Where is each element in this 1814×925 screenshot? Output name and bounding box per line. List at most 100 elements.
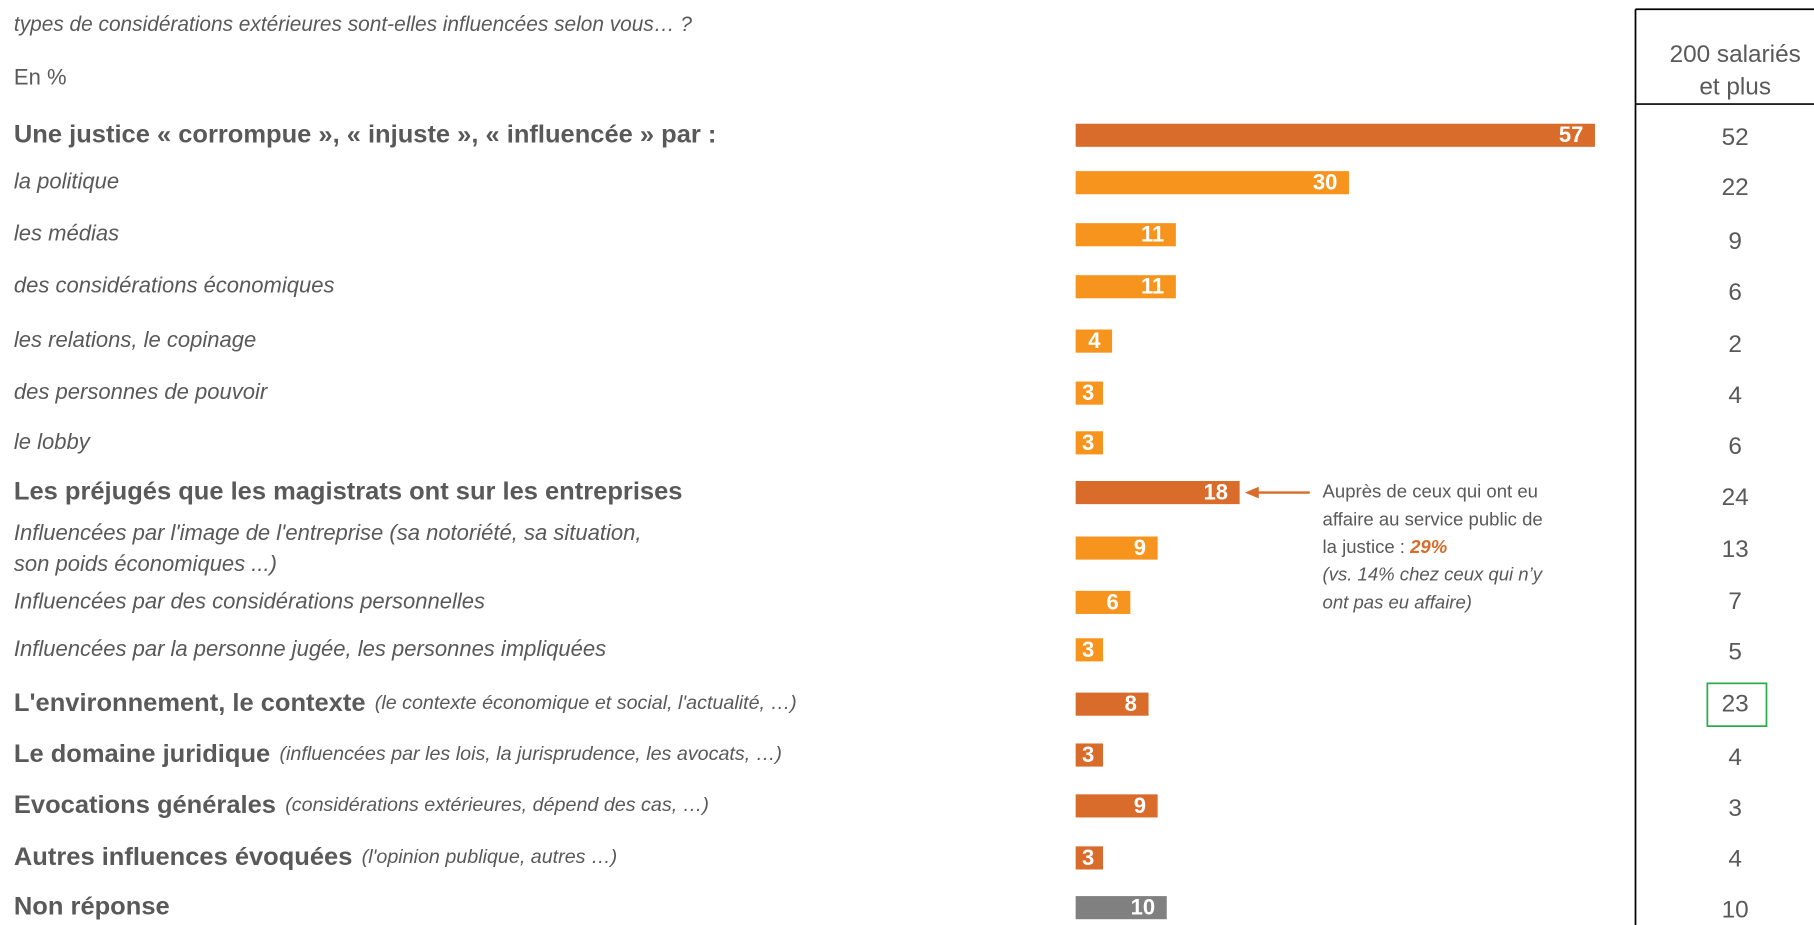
bar-value-label: 3 [1082,845,1094,870]
bar [1075,171,1349,195]
annotation-arrowhead [1244,486,1259,499]
column-value: 4 [1728,846,1742,873]
annotation-line: affaire au service public de [1323,508,1543,529]
unit-label: En % [14,64,67,89]
category-label: son poids économiques ...) [14,551,277,576]
annotation-text: Auprès de ceux qui ont eu [1323,480,1538,501]
bar-value-label: 9 [1134,535,1146,560]
category-name: Le domaine juridique [14,740,270,768]
bar [1075,846,1103,870]
column-value: 13 [1722,536,1749,563]
bar [1075,329,1113,353]
category-label: le lobby [14,429,92,454]
bar [1075,223,1176,247]
bar-value-label: 11 [1141,274,1164,299]
bar-value-label: 18 [1204,480,1228,505]
category-name: Evocations générales [14,791,276,819]
category-label: des considérations économiques [14,273,335,298]
bar [1075,638,1103,662]
category-label: Influencées par des considérations perso… [14,588,485,613]
category-name: des personnes de pouvoir [14,379,269,404]
column-value: 4 [1728,382,1742,409]
bar-value-label: 4 [1088,328,1101,353]
column-value: 10 [1722,897,1749,924]
bar-value-label: 6 [1106,589,1118,614]
column-value: 24 [1722,484,1749,511]
annotation-line: Auprès de ceux qui ont eu [1323,480,1538,501]
category-note: (le contexte économique et social, l'act… [375,692,797,714]
column-header: 200 salariés [1670,41,1801,68]
category-label: L'environnement, le contexte (le contexte… [14,689,797,717]
column-value: 6 [1728,279,1742,306]
bar [1075,381,1103,405]
column-value: 7 [1728,588,1742,615]
column-value: 4 [1728,744,1742,771]
category-name: Les préjugés que les magistrats ont sur … [14,477,683,505]
annotation-note: ont pas eu affaire) [1323,591,1472,612]
category-name: Influencées par la personne jugée, les p… [14,636,606,661]
annotation-text: la justice : [1323,536,1411,557]
category-label: Non réponse [14,892,170,920]
subtitle: types de considérations extérieures sont… [14,13,693,36]
bar [1075,431,1103,455]
bar-value-label: 57 [1559,122,1583,147]
category-label: Les préjugés que les magistrats ont sur … [14,477,683,505]
column-value: 52 [1722,124,1749,151]
annotation-line: la justice : 29% [1323,536,1448,557]
bar-value-label: 11 [1141,222,1164,247]
bar [1075,590,1131,614]
category-note: (considérations extérieures, dépend des … [285,794,709,816]
category-note: (influencées par les lois, la jurisprude… [279,743,781,765]
category-name: Influencées par des considérations perso… [14,588,485,613]
bar [1075,536,1158,560]
column-value: 6 [1728,433,1742,460]
annotation-note: (vs. 14% chez ceux qui n’y [1323,564,1544,585]
category-name: L'environnement, le contexte [14,689,366,717]
bar [1075,794,1158,818]
category-name: les relations, le copinage [14,327,256,352]
annotation-highlight: 29% [1409,536,1447,557]
category-name: Non réponse [14,892,170,920]
column-value: 22 [1722,174,1749,201]
bar-value-label: 10 [1131,895,1155,920]
category-label: Influencées par la personne jugée, les p… [14,636,606,661]
bar [1075,123,1595,147]
column-value: 2 [1728,331,1742,358]
column-value: 3 [1728,795,1742,822]
category-label: la politique [14,169,119,194]
bar-value-label: 3 [1082,380,1094,405]
category-name: des considérations économiques [14,273,335,298]
bar [1075,896,1167,920]
column-header: et plus [1699,73,1771,100]
bar-value-label: 9 [1134,793,1146,818]
category-name: Une justice « corrompue », « injuste », … [14,120,716,148]
category-label: Evocations générales (considérations exté… [14,791,709,819]
bar-value-label: 3 [1082,742,1094,767]
bar [1075,481,1240,505]
category-name: le lobby [14,429,92,454]
bar-value-label: 30 [1313,170,1337,195]
category-note: (l'opinion publique, autres …) [362,846,618,868]
category-label: des personnes de pouvoir [14,379,269,404]
bar-value-label: 3 [1082,637,1094,662]
bar [1075,275,1176,299]
column-value: 9 [1728,228,1742,255]
category-label: les relations, le copinage [14,327,256,352]
category-label: Le domaine juridique (influencées par les… [14,740,782,768]
category-name: les médias [14,221,119,246]
annotation-text: affaire au service public de [1323,508,1543,529]
category-label: Influencées par l'image de l'entreprise … [14,520,642,545]
column-value: 23 [1722,691,1749,718]
column-highlight [1706,682,1768,727]
category-name: la politique [14,169,119,194]
bar-value-label: 8 [1125,691,1137,716]
bar [1075,692,1149,716]
bar-value-label: 3 [1082,430,1094,455]
bar [1075,743,1103,767]
column-value: 5 [1728,639,1742,666]
category-label: les médias [14,221,119,246]
category-label: Une justice « corrompue », « injuste », … [14,120,716,148]
category-label: Autres influences évoquées (l'opinion pub… [14,843,617,871]
